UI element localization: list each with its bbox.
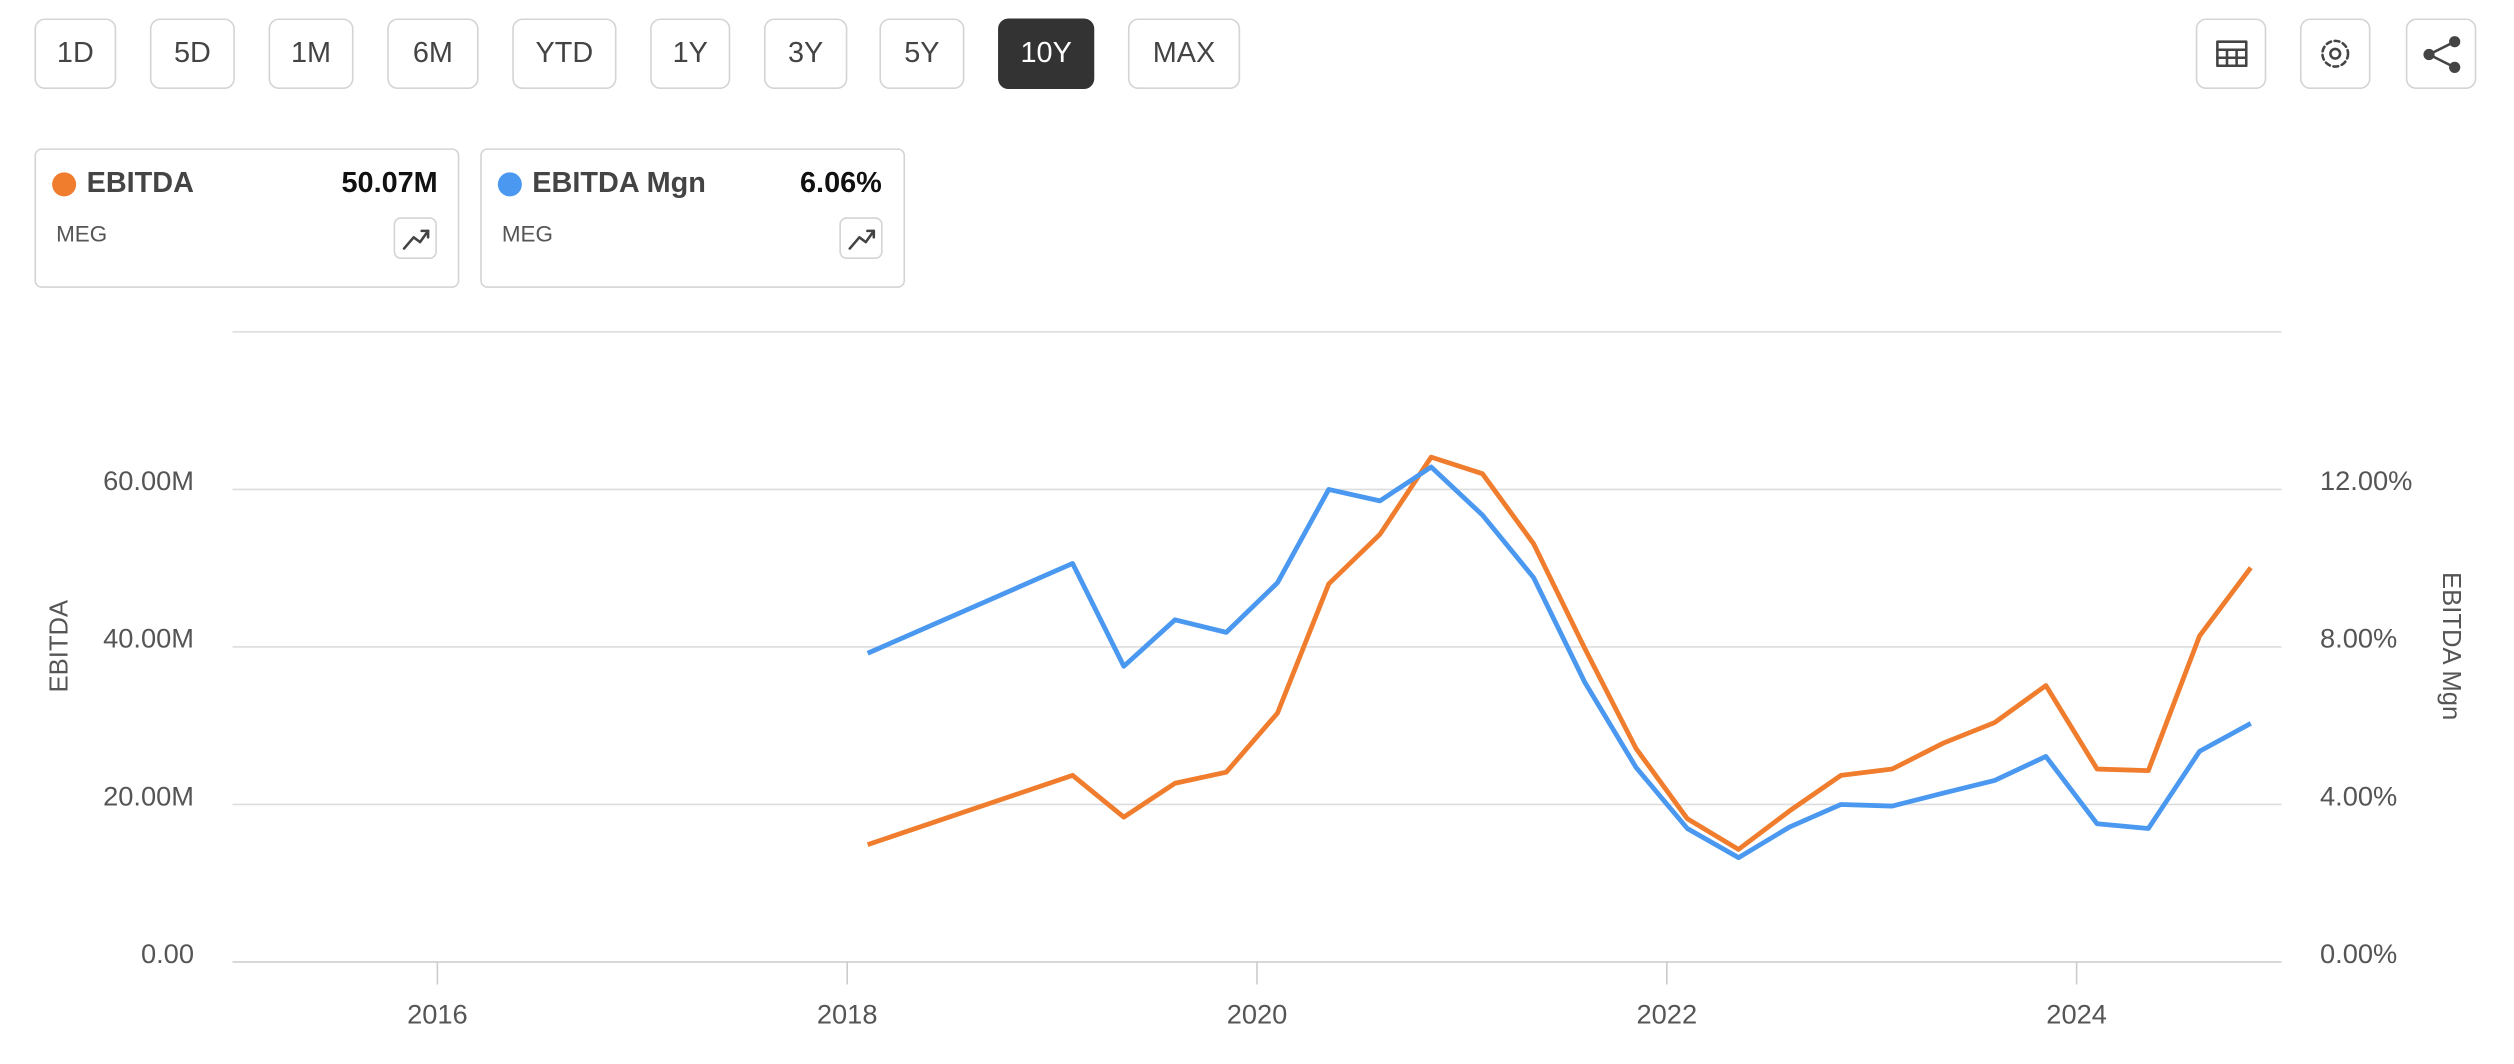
range-label: 3Y xyxy=(788,37,823,69)
range-button[interactable] xyxy=(650,18,731,90)
share-button[interactable] xyxy=(2405,18,2477,90)
range-button[interactable] xyxy=(387,18,479,90)
y2-axis-title: EBITDA Mgn xyxy=(2437,572,2465,720)
trend-icon xyxy=(420,229,430,239)
legend-name: EBITDA xyxy=(87,167,195,199)
range-button[interactable] xyxy=(763,18,848,90)
range-label: 1Y xyxy=(673,37,708,69)
y2-tick-label: 0.00% xyxy=(2320,938,2397,969)
range-label: 1D xyxy=(57,37,94,69)
legend-value: 50.07M xyxy=(341,167,437,199)
range-label: 5Y xyxy=(904,37,939,69)
range-label: 6M xyxy=(413,37,453,69)
range-button[interactable] xyxy=(149,18,235,90)
range-button[interactable] xyxy=(34,18,117,90)
legend-ticker: MEG xyxy=(56,222,107,247)
trend-icon xyxy=(848,229,876,250)
series-line xyxy=(866,454,2253,852)
settings-button[interactable] xyxy=(2299,18,2371,90)
y-tick-label: 40.00M xyxy=(103,623,194,654)
legend-dot xyxy=(52,172,77,197)
range-button[interactable] xyxy=(268,18,354,90)
legend-dot xyxy=(497,172,522,197)
toolbar-icons xyxy=(2195,18,2477,90)
legend-card[interactable] xyxy=(480,148,906,288)
x-tick-label: 2022 xyxy=(1636,999,1697,1030)
range-button[interactable] xyxy=(1127,18,1241,90)
table-button[interactable] xyxy=(2195,18,2267,90)
x-tick-label: 2016 xyxy=(407,999,468,1030)
y-tick-label: 60.00M xyxy=(103,465,194,496)
range-label: 5D xyxy=(174,37,211,69)
range-button[interactable] xyxy=(512,18,617,90)
y2-tick-label: 12.00% xyxy=(2320,465,2412,496)
x-tick-label: 2024 xyxy=(2046,999,2107,1030)
y2-tick-label: 4.00% xyxy=(2320,780,2397,811)
range-label: 1M xyxy=(291,37,331,69)
y2-tick-label: 8.00% xyxy=(2320,623,2397,654)
y-tick-label: 20.00M xyxy=(103,780,194,811)
legend-card[interactable] xyxy=(34,148,460,288)
gear-icon xyxy=(2321,39,2350,68)
table-icon xyxy=(2216,40,2248,68)
legend-ticker: MEG xyxy=(502,222,553,247)
range-button[interactable] xyxy=(998,18,1095,90)
legend-value: 6.06% xyxy=(800,167,882,199)
range-button[interactable] xyxy=(879,18,965,90)
range-label: YTD xyxy=(536,37,594,69)
share-icon xyxy=(2423,36,2461,73)
x-tick-label: 2020 xyxy=(1227,999,1288,1030)
range-label: 10Y xyxy=(1020,37,1071,69)
y-tick-label: 0.00 xyxy=(141,938,194,969)
trend-icon xyxy=(402,229,430,250)
series-line xyxy=(866,464,2252,861)
trend-icon xyxy=(866,229,876,239)
legend-name: EBITDA Mgn xyxy=(532,167,706,199)
range-label: MAX xyxy=(1153,37,1216,69)
x-tick-label: 2018 xyxy=(817,999,878,1030)
y-axis-title: EBITDA xyxy=(46,599,74,693)
